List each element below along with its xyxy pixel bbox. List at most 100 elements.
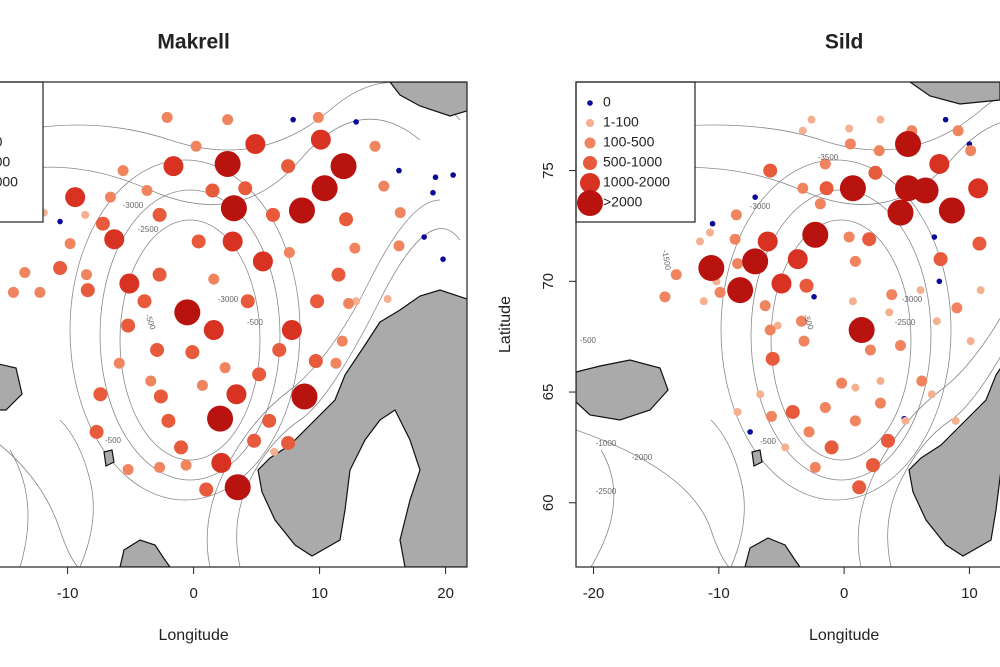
catch-point <box>797 182 809 194</box>
catch-point <box>336 335 348 347</box>
catch-point <box>876 376 885 385</box>
catch-point <box>150 342 165 357</box>
catch-point <box>811 294 817 300</box>
catch-point <box>80 283 95 298</box>
legend-label: 100-500 <box>0 134 3 150</box>
catch-point <box>927 390 936 399</box>
points <box>7 111 456 501</box>
catch-point <box>803 426 815 438</box>
catch-point <box>819 402 831 414</box>
y-axis-label: Latitude <box>497 296 514 353</box>
catch-point <box>308 354 323 369</box>
catch-point <box>208 273 220 285</box>
catch-point <box>814 198 826 210</box>
catch-point <box>222 114 234 126</box>
map-area: -3500 -3000 -1500 -3000 -2500 -500 -500 -1000 -2… <box>576 82 1000 567</box>
catch-point <box>396 167 402 174</box>
catch-point <box>709 220 716 227</box>
catch-point <box>965 145 977 157</box>
contour-labels: -3500 -3000 -1500 -3000 -2500 -500 -500 -1000 -2… <box>580 153 923 496</box>
catch-point <box>916 286 925 295</box>
catch-point <box>895 131 922 158</box>
catch-point <box>849 255 861 267</box>
catch-point <box>378 180 390 192</box>
catch-point <box>699 297 708 306</box>
catch-point <box>865 458 880 473</box>
catch-point <box>698 255 725 282</box>
y-tick-label: 75 <box>540 162 557 179</box>
legend-box <box>0 81 44 223</box>
catch-point <box>161 111 173 123</box>
catch-point <box>270 447 279 456</box>
catch-point <box>733 407 742 416</box>
catch-point <box>174 299 201 326</box>
legend-label: 1000-2000 <box>0 174 18 190</box>
catch-point <box>799 278 814 293</box>
catch-point <box>122 464 134 476</box>
contour-label: -500 <box>760 437 777 446</box>
catch-point <box>311 175 338 202</box>
catch-point <box>153 389 168 404</box>
catch-point <box>310 294 325 309</box>
points <box>659 115 989 495</box>
catch-point <box>851 383 860 392</box>
catch-point <box>802 221 829 248</box>
catch-point <box>104 191 116 203</box>
catch-point <box>203 320 224 341</box>
catch-point <box>34 286 46 298</box>
catch-point <box>238 181 253 196</box>
catch-point <box>836 377 848 389</box>
catch-point <box>809 461 821 473</box>
catch-point <box>874 397 886 409</box>
legend-swatch <box>583 156 597 170</box>
x-tick-label: 20 <box>437 585 454 602</box>
x-axis-label: Longitude <box>809 627 879 644</box>
catch-point <box>936 278 943 285</box>
catch-point <box>104 229 125 250</box>
axes: -10 0 10 20 <box>57 567 454 602</box>
catch-point <box>952 125 964 137</box>
contour-label: -1500 <box>660 249 673 271</box>
catch-point <box>343 297 355 309</box>
catch-point <box>864 344 876 356</box>
legend-swatch <box>587 100 593 106</box>
catch-point <box>742 248 769 275</box>
catch-point <box>752 194 758 200</box>
catch-point <box>951 416 960 425</box>
contour-label: -500 <box>580 336 597 345</box>
catch-point <box>205 183 220 198</box>
catch-point <box>353 119 359 125</box>
panel-title: Sild <box>825 31 864 54</box>
catch-point <box>240 294 255 309</box>
catch-point <box>211 452 232 473</box>
catch-point <box>265 207 280 222</box>
x-tick-label: 0 <box>189 585 197 602</box>
plot-frame <box>575 81 1000 568</box>
catch-point <box>932 317 941 326</box>
catch-point <box>885 308 894 317</box>
catch-point <box>824 440 839 455</box>
x-tick-label: 0 <box>840 585 848 602</box>
catch-point <box>214 150 241 177</box>
catch-point <box>848 297 857 306</box>
panel-makrell: -3000-2500-3000-500-500-500 01-100100-50… <box>0 31 468 644</box>
catch-point <box>207 405 234 432</box>
catch-point <box>886 289 898 301</box>
catch-point <box>706 228 715 237</box>
catch-point <box>747 429 753 435</box>
catch-point <box>421 234 427 240</box>
contour-label: -1000 <box>596 439 617 448</box>
catch-point <box>281 159 296 174</box>
catch-point <box>281 435 296 450</box>
catch-point <box>291 383 318 410</box>
catch-point <box>727 277 754 304</box>
catch-point <box>199 482 214 497</box>
catch-point <box>787 249 808 270</box>
legend-label: 1-100 <box>603 114 639 130</box>
catch-point <box>154 461 166 473</box>
catch-point <box>64 238 76 250</box>
contour-label: -2500 <box>596 487 617 496</box>
